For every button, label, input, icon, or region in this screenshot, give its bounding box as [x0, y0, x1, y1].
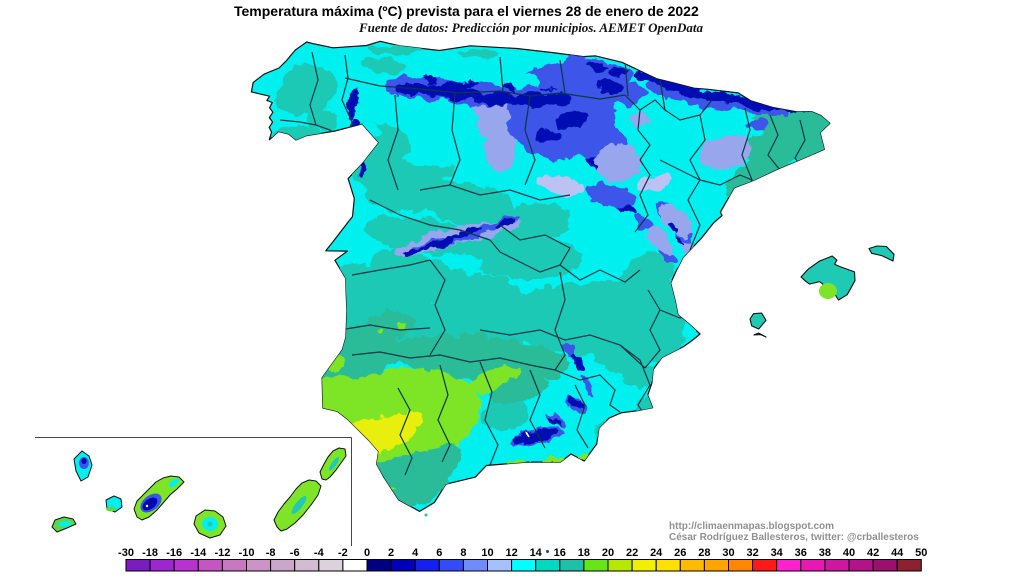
svg-text:32: 32 — [746, 547, 758, 559]
svg-text:8: 8 — [460, 547, 466, 559]
svg-text:24: 24 — [650, 547, 663, 559]
svg-text:16: 16 — [554, 547, 566, 559]
svg-text:30: 30 — [722, 547, 734, 559]
svg-text:50: 50 — [915, 547, 927, 559]
svg-text:34: 34 — [771, 547, 784, 559]
svg-text:26: 26 — [674, 547, 686, 559]
svg-text:-12: -12 — [214, 547, 230, 559]
svg-text:10: 10 — [481, 547, 493, 559]
svg-text:-14: -14 — [190, 547, 207, 559]
svg-text:38: 38 — [819, 547, 831, 559]
svg-text:44: 44 — [891, 547, 904, 559]
svg-text:-2: -2 — [338, 547, 348, 559]
svg-text:6: 6 — [436, 547, 442, 559]
svg-text:2: 2 — [388, 547, 394, 559]
svg-text:0: 0 — [364, 547, 370, 559]
svg-text:40: 40 — [843, 547, 855, 559]
svg-text:28: 28 — [698, 547, 710, 559]
svg-text:12: 12 — [505, 547, 517, 559]
svg-text:-18: -18 — [142, 547, 158, 559]
svg-text:-10: -10 — [239, 547, 255, 559]
svg-text:-16: -16 — [166, 547, 182, 559]
svg-text:20: 20 — [602, 547, 614, 559]
svg-text:-8: -8 — [266, 547, 276, 559]
svg-text:42: 42 — [867, 547, 879, 559]
svg-text:18: 18 — [578, 547, 590, 559]
svg-text:22: 22 — [626, 547, 638, 559]
svg-text:36: 36 — [795, 547, 807, 559]
svg-text:14: 14 — [530, 547, 543, 559]
svg-text:-30: -30 — [118, 547, 134, 559]
svg-text:-4: -4 — [314, 547, 325, 559]
svg-text:4: 4 — [412, 547, 419, 559]
svg-text:-6: -6 — [290, 547, 300, 559]
